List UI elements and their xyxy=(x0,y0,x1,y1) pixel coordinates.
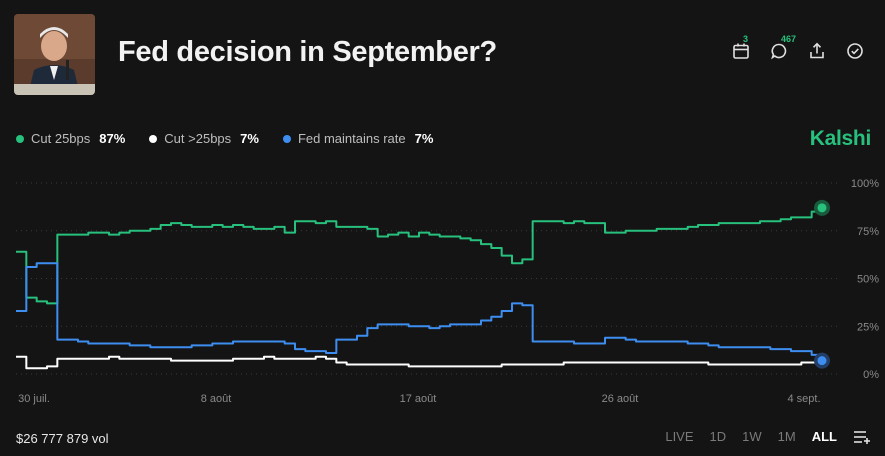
header-actions: 3 467 xyxy=(731,34,865,62)
legend-item-cut-25bps[interactable]: Cut 25bps 87% xyxy=(16,131,125,146)
speaker-photo-icon xyxy=(14,14,95,95)
chart-settings-icon[interactable] xyxy=(853,430,871,444)
series-line-2 xyxy=(16,262,823,361)
time-range-selector: LIVE 1D 1W 1M ALL xyxy=(665,429,871,444)
y-tick-label: 75% xyxy=(857,226,879,238)
range-1m[interactable]: 1M xyxy=(777,429,796,444)
comments-button[interactable]: 467 xyxy=(769,34,796,62)
legend-dot-icon xyxy=(149,134,158,143)
market-thumbnail xyxy=(14,14,95,95)
y-tick-label: 50% xyxy=(857,274,879,286)
legend-item-cut-gt-25bps[interactable]: Cut >25bps 7% xyxy=(149,131,259,146)
legend-dot-icon xyxy=(282,134,291,143)
x-tick-label: 17 août xyxy=(400,393,437,405)
comments-count: 467 xyxy=(781,34,797,44)
share-button[interactable] xyxy=(807,40,827,62)
endpoint-marker xyxy=(817,356,827,366)
endpoint-marker xyxy=(817,203,827,213)
legend-label: Cut 25bps xyxy=(31,131,91,146)
brand-logo: Kalshi xyxy=(809,127,872,150)
legend-value: 87% xyxy=(99,131,126,146)
legend-item-fed-maintains[interactable]: Fed maintains rate 7% xyxy=(282,131,434,146)
legend-label: Cut >25bps xyxy=(164,131,232,146)
series-line-0 xyxy=(16,207,823,305)
chart-legend: Cut 25bps 87% Cut >25bps 7% Fed maintain… xyxy=(16,131,433,146)
x-tick-label: 26 août xyxy=(602,393,639,405)
check-circle-icon xyxy=(847,43,863,59)
resolve-check-button[interactable] xyxy=(845,40,865,62)
volume-label: $26 777 879 vol xyxy=(16,431,109,446)
market-title: Fed decision in September? xyxy=(118,36,497,68)
x-tick-label: 30 juil. xyxy=(18,393,50,405)
legend-value: 7% xyxy=(414,131,434,146)
comment-icon xyxy=(771,43,787,60)
calendar-button[interactable]: 3 xyxy=(731,34,751,62)
range-all[interactable]: ALL xyxy=(811,429,837,444)
x-tick-label: 4 sept. xyxy=(787,393,820,405)
range-1w[interactable]: 1W xyxy=(742,429,762,444)
legend-dot-icon xyxy=(16,134,24,143)
range-1d[interactable]: 1D xyxy=(709,429,727,444)
calendar-icon xyxy=(733,43,749,59)
range-live[interactable]: LIVE xyxy=(665,429,694,444)
legend-label: Fed maintains rate xyxy=(297,131,406,146)
legend-value: 7% xyxy=(240,131,259,146)
y-tick-label: 100% xyxy=(851,178,879,190)
y-tick-label: 0% xyxy=(863,369,879,381)
series-line-1 xyxy=(16,355,823,370)
x-tick-label: 8 août xyxy=(201,393,232,405)
share-icon xyxy=(810,42,824,59)
y-tick-label: 25% xyxy=(857,321,879,333)
calendar-count: 3 xyxy=(743,34,749,44)
